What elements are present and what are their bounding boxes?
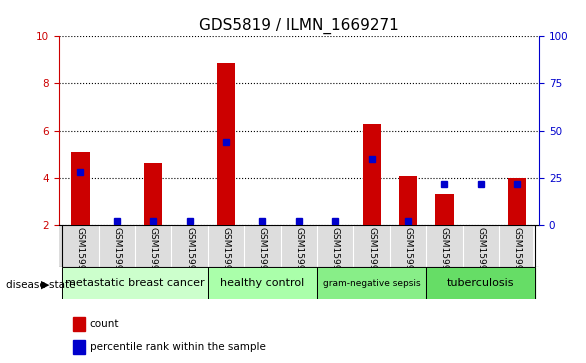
Bar	[73, 317, 85, 331]
Text: GSM1599185: GSM1599185	[367, 227, 376, 288]
Text: percentile rank within the sample: percentile rank within the sample	[90, 342, 265, 352]
Bar	[144, 163, 162, 225]
Text: tuberculosis: tuberculosis	[447, 278, 515, 288]
Text: healthy control: healthy control	[220, 278, 305, 288]
Text: count: count	[90, 319, 120, 329]
Text: disease state: disease state	[6, 280, 76, 290]
Text: GSM1599187: GSM1599187	[440, 227, 449, 288]
Text: GSM1599181: GSM1599181	[222, 227, 230, 288]
Text: metastatic breast cancer: metastatic breast cancer	[65, 278, 205, 288]
Bar	[71, 152, 90, 225]
Text: GSM1599178: GSM1599178	[113, 227, 121, 288]
Bar	[217, 64, 235, 225]
Bar	[73, 340, 85, 354]
Text: gram-negative sepsis: gram-negative sepsis	[323, 279, 421, 287]
Bar	[208, 267, 317, 299]
Bar	[317, 267, 426, 299]
Bar	[317, 267, 426, 299]
Text: GSM1599182: GSM1599182	[258, 227, 267, 288]
Bar	[62, 267, 208, 299]
Bar	[62, 267, 208, 299]
Text: GSM1599184: GSM1599184	[331, 227, 340, 288]
Bar	[435, 195, 454, 225]
Bar	[208, 267, 317, 299]
Text: GSM1599177: GSM1599177	[76, 227, 85, 288]
Text: GSM1599180: GSM1599180	[185, 227, 194, 288]
Text: ▶: ▶	[41, 280, 50, 290]
Text: GSM1599189: GSM1599189	[513, 227, 522, 288]
Text: GSM1599188: GSM1599188	[476, 227, 485, 288]
Title: GDS5819 / ILMN_1669271: GDS5819 / ILMN_1669271	[199, 17, 398, 33]
Text: GSM1599179: GSM1599179	[149, 227, 158, 288]
Bar	[426, 267, 536, 299]
Text: GSM1599186: GSM1599186	[404, 227, 413, 288]
Bar	[426, 267, 536, 299]
Bar	[508, 178, 526, 225]
Bar	[363, 123, 381, 225]
Bar	[399, 176, 417, 225]
Text: GSM1599183: GSM1599183	[294, 227, 304, 288]
